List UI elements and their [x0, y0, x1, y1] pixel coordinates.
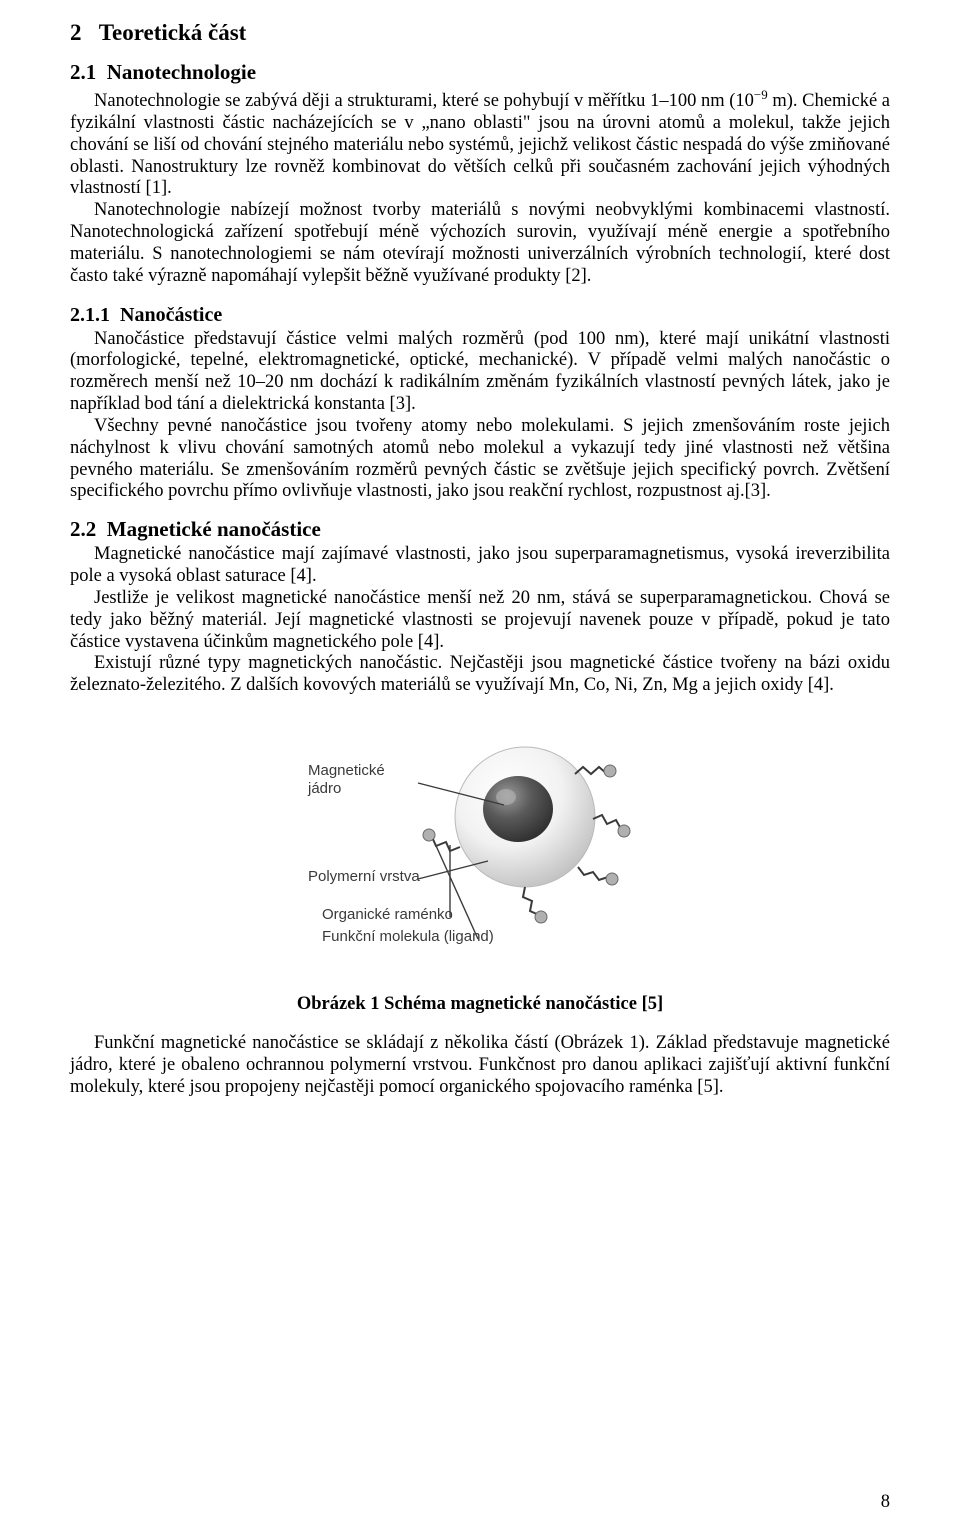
- page-number: 8: [881, 1492, 890, 1513]
- magnetic-core: [483, 776, 553, 842]
- label-polymer: Polymerní vrstva: [308, 868, 420, 885]
- subsection-number-22: 2.2: [70, 517, 96, 541]
- section-title: Teoretická část: [99, 20, 247, 45]
- paragraph-after-figure: Funkční magnetické nanočástice se skláda…: [70, 1033, 890, 1098]
- subsubsection-title: Nanočástice: [120, 304, 222, 326]
- label-ligand: Funkční molekula (ligand): [322, 928, 494, 945]
- paragraph-2-2-b: Jestliže je velikost magnetické nanočást…: [70, 588, 890, 653]
- subsection-title-22: Magnetické nanočástice: [107, 517, 321, 541]
- subsubsection-number: 2.1.1: [70, 304, 110, 326]
- nanoparticle-diagram: Magnetické jádro Polymerní vrstva Organi…: [300, 719, 660, 979]
- figure-1: Magnetické jádro Polymerní vrstva Organi…: [70, 719, 890, 984]
- subsection-title: Nanotechnologie: [107, 60, 256, 84]
- p21a-pre: Nanotechnologie se zabývá ději a struktu…: [94, 91, 754, 111]
- label-arm: Organické raménko: [322, 906, 453, 923]
- paragraph-2-1-1-a: Nanočástice představují částice velmi ma…: [70, 329, 890, 416]
- core-highlight: [496, 789, 516, 805]
- page: 2 Teoretická část 2.1 Nanotechnologie Na…: [0, 0, 960, 1537]
- paragraph-2-1-b: Nanotechnologie nabízejí možnost tvorby …: [70, 200, 890, 287]
- paragraph-2-2-c: Existují různé typy magnetických nanočás…: [70, 653, 890, 697]
- paragraph-2-2-a: Magnetické nanočástice mají zajímavé vla…: [70, 544, 890, 588]
- subsection-heading-2-2: 2.2 Magnetické nanočástice: [70, 517, 890, 542]
- label-core-line2: jádro: [307, 780, 341, 797]
- subsection-number: 2.1: [70, 60, 96, 84]
- p21a-exp: −9: [754, 87, 768, 102]
- section-heading: 2 Teoretická část: [70, 20, 890, 46]
- paragraph-2-1-a: Nanotechnologie se zabývá ději a struktu…: [70, 87, 890, 200]
- paragraph-2-1-1-b: Všechny pevné nanočástice jsou tvořeny a…: [70, 416, 890, 503]
- label-core: Magnetické: [308, 762, 385, 779]
- subsubsection-heading-2-1-1: 2.1.1 Nanočástice: [70, 304, 890, 327]
- figure-1-caption: Obrázek 1 Schéma magnetické nanočástice …: [70, 994, 890, 1015]
- section-number: 2: [70, 20, 82, 45]
- subsection-heading-2-1: 2.1 Nanotechnologie: [70, 60, 890, 85]
